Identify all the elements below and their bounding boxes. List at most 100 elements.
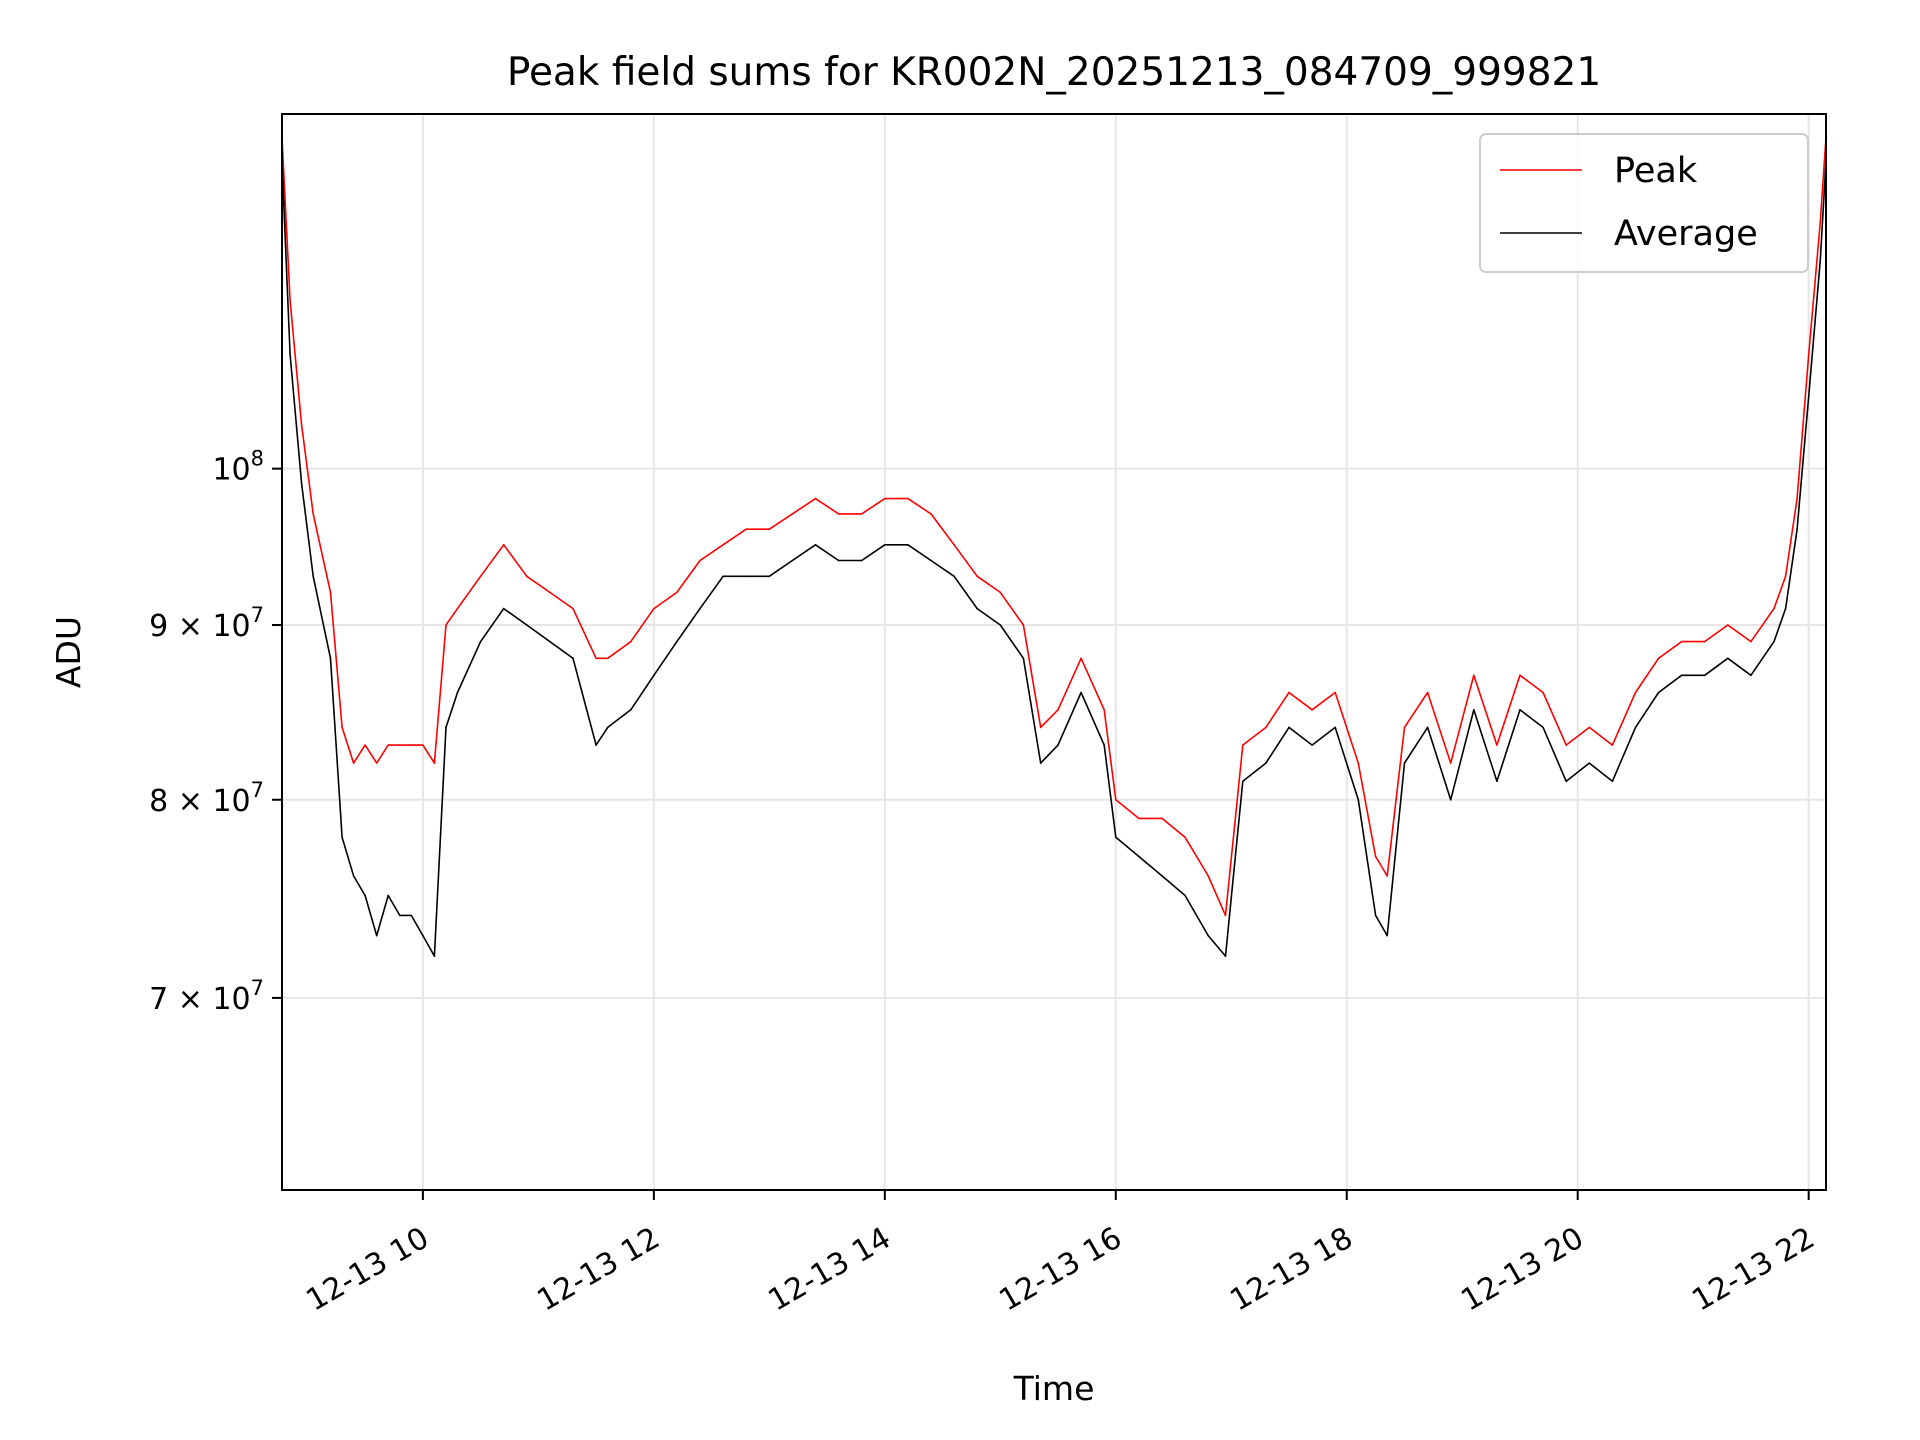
series-point-peak-75 — [1773, 607, 1775, 610]
series-point-average-28 — [745, 575, 747, 578]
series-point-peak-39 — [999, 591, 1002, 594]
series-point-peak-77 — [1796, 497, 1798, 500]
series-point-average-47 — [1161, 875, 1163, 877]
series-point-average-68 — [1611, 780, 1614, 783]
series-point-average-61 — [1449, 799, 1452, 801]
series-point-peak-2 — [300, 424, 303, 426]
series-point-peak-73 — [1727, 624, 1729, 626]
series-point-peak-61 — [1449, 762, 1452, 764]
series-point-average-77 — [1796, 528, 1798, 530]
series-point-peak-19 — [549, 591, 551, 594]
series-point-peak-29 — [768, 528, 771, 530]
series-point-average-73 — [1727, 657, 1729, 660]
series-point-average-25 — [676, 640, 678, 643]
series-point-peak-69 — [1634, 691, 1637, 694]
grid — [282, 114, 1826, 1190]
series-point-peak-3 — [312, 513, 315, 515]
series-point-average-33 — [860, 559, 863, 562]
series-point-average-14 — [445, 726, 447, 729]
series-point-peak-53 — [1288, 691, 1290, 694]
series-point-average-26 — [699, 607, 701, 610]
series-point-peak-76 — [1784, 575, 1787, 578]
legend-label-average: Average — [1614, 214, 1758, 254]
series-point-average-31 — [814, 544, 817, 546]
series-point-peak-44 — [1103, 709, 1105, 711]
series-point-peak-71 — [1680, 640, 1683, 643]
series-point-average-62 — [1473, 709, 1475, 711]
series-point-average-24 — [653, 674, 655, 677]
series-point-average-8 — [375, 934, 378, 937]
series-point-average-35 — [907, 544, 909, 546]
series-point-average-39 — [999, 624, 1002, 626]
series-point-average-44 — [1103, 744, 1105, 746]
series-point-average-60 — [1426, 726, 1429, 729]
y-tick-label-0: 7 × 107 — [149, 976, 264, 1017]
series-point-peak-68 — [1611, 744, 1614, 746]
series-point-average-56 — [1357, 799, 1360, 801]
series-point-average-11 — [410, 914, 413, 917]
series-point-average-59 — [1403, 762, 1406, 764]
series-point-peak-78 — [1807, 353, 1810, 356]
series-point-peak-35 — [907, 497, 909, 500]
series-point-peak-56 — [1357, 762, 1360, 764]
series-point-peak-26 — [699, 559, 701, 562]
chart-title: Peak field sums for KR002N_20251213_0847… — [507, 50, 1601, 95]
series-point-peak-52 — [1265, 726, 1267, 729]
series-point-peak-46 — [1138, 817, 1140, 820]
x-axis-label: Time — [1013, 1369, 1095, 1408]
series-point-peak-22 — [606, 657, 609, 660]
series-point-average-10 — [399, 914, 401, 917]
series-point-peak-43 — [1080, 657, 1082, 660]
series-point-peak-13 — [433, 762, 436, 764]
series-point-average-76 — [1784, 607, 1787, 610]
series-point-average-71 — [1680, 674, 1683, 677]
series-point-peak-66 — [1565, 744, 1567, 746]
series-point-average-78 — [1807, 395, 1810, 398]
series-point-peak-20 — [572, 607, 574, 610]
series-point-average-49 — [1207, 934, 1209, 937]
series-point-peak-17 — [502, 544, 505, 546]
series-point-peak-34 — [884, 497, 886, 500]
series-point-peak-37 — [953, 544, 955, 546]
plot-frame — [281, 113, 1827, 1191]
series-point-average-23 — [630, 709, 632, 711]
series-point-peak-41 — [1039, 726, 1042, 729]
y-tick-label-3: 108 — [212, 447, 264, 488]
series-point-average-75 — [1773, 640, 1775, 643]
series-point-average-37 — [953, 575, 955, 578]
series-point-average-36 — [930, 559, 932, 562]
series-point-average-18 — [526, 624, 528, 626]
series-point-average-53 — [1288, 726, 1290, 729]
series-point-average-46 — [1138, 855, 1140, 858]
series-point-average-52 — [1265, 762, 1267, 764]
series-point-peak-63 — [1496, 744, 1498, 746]
series-point-average-7 — [364, 894, 366, 897]
series-point-average-27 — [722, 575, 724, 578]
series-point-peak-42 — [1057, 709, 1059, 711]
series-point-peak-45 — [1115, 799, 1117, 801]
series-point-peak-36 — [930, 513, 932, 515]
series-point-peak-10 — [399, 744, 401, 746]
series-point-average-55 — [1334, 726, 1336, 729]
series-point-average-2 — [300, 482, 303, 485]
series-point-average-6 — [352, 875, 355, 877]
series-point-average-21 — [595, 744, 597, 746]
series-point-average-51 — [1242, 780, 1244, 783]
series-point-peak-72 — [1703, 640, 1706, 643]
series-point-peak-48 — [1184, 836, 1186, 839]
series-point-average-48 — [1184, 894, 1186, 897]
series-point-peak-33 — [860, 513, 863, 515]
series-point-peak-38 — [976, 575, 978, 578]
series-point-average-4 — [329, 657, 332, 660]
series-point-average-45 — [1115, 836, 1117, 839]
series-point-average-13 — [433, 955, 436, 957]
series-point-peak-14 — [445, 624, 447, 626]
series-point-peak-28 — [745, 528, 747, 530]
series-point-average-17 — [502, 607, 505, 610]
series-point-peak-8 — [375, 762, 378, 764]
series-point-average-30 — [791, 559, 794, 562]
series-point-peak-1 — [289, 299, 291, 302]
series-layer — [282, 136, 1826, 957]
series-point-average-29 — [768, 575, 771, 578]
series-point-peak-51 — [1242, 744, 1244, 746]
